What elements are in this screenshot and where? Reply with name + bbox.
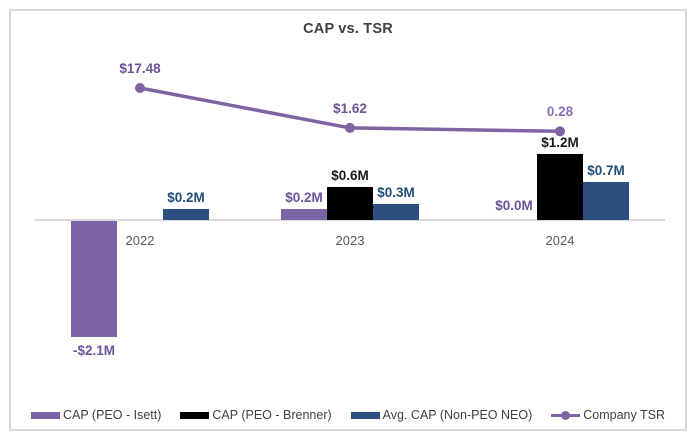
chart-title: CAP vs. TSR — [303, 21, 393, 37]
data-label: $0.3M — [377, 184, 415, 200]
legend: CAP (PEO - Isett) CAP (PEO - Brenner) Avg.… — [0, 408, 696, 422]
legend-item-cap-peo-isett-: CAP (PEO - Isett) — [30, 408, 162, 422]
data-label: $0.7M — [587, 162, 625, 178]
bar-avg-cap-non-peo-neo--2024 — [583, 181, 629, 220]
legend-line-marker-icon — [551, 410, 581, 420]
data-label: $0.6M — [331, 168, 369, 183]
data-label: $0.2M — [285, 190, 323, 205]
bar-avg-cap-non-peo-neo--2023 — [373, 203, 419, 220]
bar-cap-peo-isett--2023 — [281, 209, 327, 220]
legend-label: CAP (PEO - Brenner) — [212, 408, 332, 422]
tsr-marker — [345, 122, 355, 133]
legend-item-company-tsr: Company TSR — [551, 408, 665, 422]
data-label: $0.0M — [495, 198, 533, 213]
data-label: $1.2M — [541, 135, 579, 150]
tsr-label: $17.48 — [119, 61, 161, 76]
x-axis-line — [35, 219, 665, 221]
tsr-marker — [135, 83, 145, 94]
data-label: $0.2M — [167, 190, 205, 205]
legend-item-cap-peo-brenner-: CAP (PEO - Brenner) — [180, 408, 332, 422]
legend-swatch-icon — [30, 411, 60, 419]
tsr-label: 0.28 — [546, 104, 574, 120]
bar-cap-peo-brenner--2024 — [537, 154, 583, 220]
tsr-marker — [555, 126, 565, 137]
legend-label: Company TSR — [583, 408, 665, 422]
legend-swatch-icon — [180, 411, 210, 419]
legend-label: CAP (PEO - Isett) — [62, 408, 162, 422]
bar-avg-cap-non-peo-neo--2022 — [163, 209, 209, 220]
legend-item-avg-cap-non-peo-neo-: Avg. CAP (Non-PEO NEO) — [350, 408, 533, 422]
legend-swatch-icon — [350, 411, 380, 419]
legend-label: Avg. CAP (Non-PEO NEO) — [382, 408, 533, 422]
category-label-2023: 2023 — [335, 233, 365, 248]
bar-cap-peo-brenner--2023 — [327, 187, 373, 220]
category-label-2022: 2022 — [125, 233, 155, 248]
category-label-2024: 2024 — [545, 233, 575, 248]
tsr-label: $1.62 — [333, 100, 367, 116]
data-label: -$2.1M — [72, 342, 116, 358]
bar-cap-peo-isett--2022 — [71, 221, 117, 337]
